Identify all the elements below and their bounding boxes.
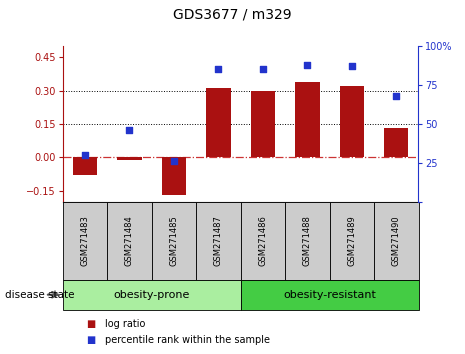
Bar <box>196 202 240 280</box>
Bar <box>152 202 196 280</box>
Bar <box>251 91 275 157</box>
Text: obesity-prone: obesity-prone <box>113 290 190 300</box>
Bar <box>63 202 107 280</box>
Bar <box>384 129 408 157</box>
Bar <box>162 157 186 195</box>
Point <box>348 63 356 69</box>
Text: GDS3677 / m329: GDS3677 / m329 <box>173 7 292 21</box>
Point <box>392 93 400 99</box>
Text: GSM271485: GSM271485 <box>169 215 179 266</box>
Text: GSM271490: GSM271490 <box>392 215 401 266</box>
Bar <box>241 202 285 280</box>
Point <box>81 152 89 158</box>
Text: GSM271483: GSM271483 <box>80 215 89 266</box>
Text: GSM271489: GSM271489 <box>347 215 356 266</box>
Point <box>259 67 266 72</box>
Point <box>170 159 178 164</box>
Text: disease state: disease state <box>5 290 74 300</box>
Text: GSM271484: GSM271484 <box>125 215 134 266</box>
Text: log ratio: log ratio <box>105 319 145 329</box>
Text: GSM271488: GSM271488 <box>303 215 312 266</box>
Bar <box>241 280 418 310</box>
Point <box>215 67 222 72</box>
Point <box>304 62 311 68</box>
Point <box>126 127 133 133</box>
Text: obesity-resistant: obesity-resistant <box>283 290 376 300</box>
Bar <box>206 88 231 157</box>
Bar <box>295 82 319 157</box>
Bar <box>330 202 374 280</box>
Text: percentile rank within the sample: percentile rank within the sample <box>105 335 270 345</box>
Text: GSM271487: GSM271487 <box>214 215 223 266</box>
Bar <box>285 202 330 280</box>
Text: ■: ■ <box>86 319 95 329</box>
Bar <box>63 280 241 310</box>
Bar <box>339 86 364 157</box>
Bar <box>117 157 142 160</box>
Bar <box>107 202 152 280</box>
Bar <box>374 202 418 280</box>
Text: ■: ■ <box>86 335 95 345</box>
Text: GSM271486: GSM271486 <box>259 215 267 266</box>
Bar <box>73 157 97 175</box>
